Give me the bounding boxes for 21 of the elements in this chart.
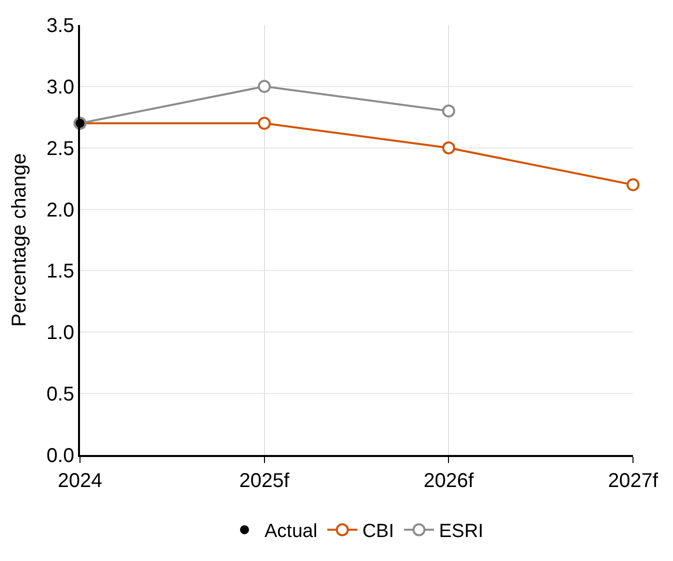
point <box>258 80 271 93</box>
x-tick-label: 2024 <box>58 470 102 492</box>
x-tick-label: 2025f <box>239 470 290 492</box>
y-tick-label: 1.0 <box>46 322 74 344</box>
y-tick-label: 0.0 <box>46 445 74 467</box>
x-tick-label: 2026f <box>424 470 474 492</box>
y-tick-label: 3.0 <box>46 76 74 98</box>
legend-label: Actual <box>264 521 318 542</box>
point <box>442 141 456 154</box>
y-axis-title: Percentage change <box>8 153 30 327</box>
x-tick-label: 2027f <box>608 470 658 492</box>
y-tick-label: 0.5 <box>46 384 74 406</box>
legend-label: ESRI <box>439 521 484 542</box>
y-tick-label: 2.5 <box>46 138 74 160</box>
point <box>442 104 456 118</box>
legend-label: CBI <box>362 521 394 542</box>
y-tick-label: 3.5 <box>46 15 74 37</box>
point <box>258 116 271 130</box>
y-tick-label: 1.5 <box>46 260 74 283</box>
point <box>626 178 640 192</box>
y-tick-label: 2.0 <box>46 199 74 222</box>
